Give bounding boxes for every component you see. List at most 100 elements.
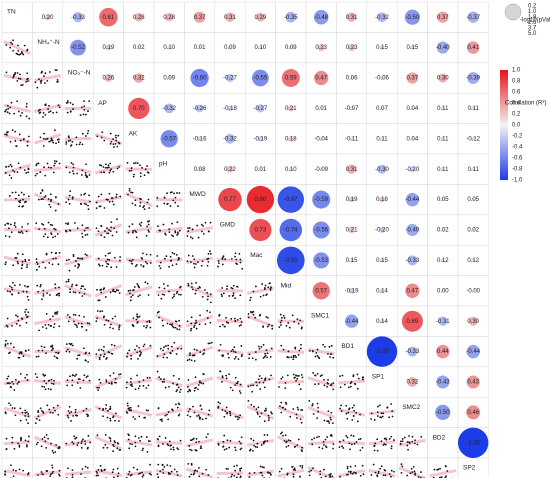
correlation-label: -0.27 — [223, 76, 237, 82]
correlation-circle — [366, 336, 398, 367]
correlation-label: 0.19 — [103, 45, 115, 51]
scatter-dot — [262, 343, 265, 346]
scatter-dot — [239, 448, 242, 451]
scatter-dot — [45, 447, 48, 449]
scatter-dot — [292, 408, 295, 410]
scatter-dot — [266, 317, 269, 319]
scatter-dot — [207, 295, 209, 298]
scatter-dot — [49, 139, 52, 142]
scatter-dot — [327, 352, 329, 355]
scatter-dot — [118, 292, 121, 294]
scatter-dot — [48, 71, 51, 73]
scatter-dot — [103, 345, 105, 348]
scatter-dot — [199, 416, 202, 419]
scatter-dot — [411, 440, 414, 443]
scatter-dot — [19, 351, 22, 354]
scatter-dot — [257, 378, 260, 381]
scatter-dot — [28, 117, 31, 120]
scatter-dot — [68, 350, 71, 353]
scatter-dot — [230, 287, 233, 289]
scatter-dot — [164, 414, 167, 417]
scatter-dot — [177, 232, 179, 235]
scatter-dot — [201, 418, 204, 421]
scatter-dot — [193, 266, 196, 269]
correlation-circle — [104, 74, 113, 82]
scatter-dot — [115, 289, 118, 291]
scatter-dot — [16, 252, 19, 255]
scatter-dot — [17, 262, 19, 265]
scatter-dot — [131, 223, 134, 226]
scatter-dot — [205, 417, 207, 420]
scatter-dot — [58, 445, 61, 448]
correlation-label: 0.28 — [163, 15, 175, 21]
scatter-dot — [112, 327, 115, 330]
scatter-dot — [82, 409, 85, 412]
scatter-dot — [163, 287, 166, 290]
scatter-dot — [234, 415, 237, 418]
scatter-dot — [42, 412, 45, 414]
scatter-dot — [166, 413, 168, 416]
scatter-dot — [88, 200, 91, 203]
scatter-dot — [35, 222, 38, 225]
scatter-dot — [97, 468, 100, 471]
scatter-dot — [196, 349, 198, 352]
scatter-dot — [102, 166, 105, 168]
scatter-dot — [4, 224, 7, 226]
scatter-dot — [353, 471, 355, 474]
scatter-dot — [20, 267, 23, 270]
correlation-circle — [401, 310, 423, 332]
fit-band — [64, 284, 92, 298]
scatter-dot — [109, 162, 112, 165]
scatter-dot — [157, 438, 160, 441]
scatter-dot — [118, 328, 120, 331]
scatter-dot — [19, 78, 22, 80]
scatter-dot — [38, 329, 41, 332]
scatter-dot — [13, 224, 16, 227]
scatter-dot — [74, 222, 76, 224]
scatter-dot — [132, 230, 135, 232]
scatter-dot — [141, 471, 143, 474]
scatter-dot — [227, 322, 230, 324]
scatter-dot — [27, 298, 30, 301]
correlation-label: -0.33 — [406, 258, 420, 264]
scatter-dot — [72, 253, 75, 256]
scatter-dot — [318, 435, 320, 438]
scatter-dot — [82, 438, 84, 441]
scatter-dot — [193, 326, 195, 329]
scatter-dot — [202, 373, 205, 376]
correlation-circle — [467, 11, 479, 23]
scatter-dot — [44, 113, 47, 116]
fit-band — [398, 438, 426, 447]
scatter-dot — [228, 295, 231, 297]
scatter-dot — [85, 351, 87, 354]
scatter-dot — [136, 162, 139, 164]
scatter-dot — [343, 383, 346, 386]
scatter-dot — [102, 349, 105, 352]
scatter-dot — [311, 350, 314, 353]
correlation-label: 0.37 — [407, 76, 419, 82]
scatter-dot — [117, 442, 120, 445]
correlation-label: 0.00 — [437, 288, 449, 294]
scatter-dot — [95, 320, 98, 323]
scatter-dot — [52, 315, 54, 318]
scatter-dot — [71, 196, 74, 199]
scatter-dot — [110, 343, 113, 346]
scatter-dot — [40, 409, 43, 412]
scatter-dot — [233, 357, 236, 360]
scatter-dot — [210, 341, 213, 344]
scatter-dot — [139, 205, 141, 207]
correlation-label: 0.10 — [163, 45, 175, 51]
scatter-dot — [102, 415, 104, 418]
scatter-dot — [280, 432, 282, 435]
scatter-dot — [4, 470, 7, 473]
scatter-dot — [265, 409, 267, 412]
scatter-dot — [21, 264, 24, 267]
scatter-dot — [146, 282, 149, 285]
scatter-dot — [50, 138, 53, 141]
scatter-dot — [58, 469, 61, 472]
scatter-dot — [78, 354, 81, 357]
scatter-dot — [5, 133, 8, 136]
correlation-circle — [287, 105, 294, 112]
scatter-dot — [172, 235, 175, 238]
scatter-dot — [51, 466, 54, 469]
